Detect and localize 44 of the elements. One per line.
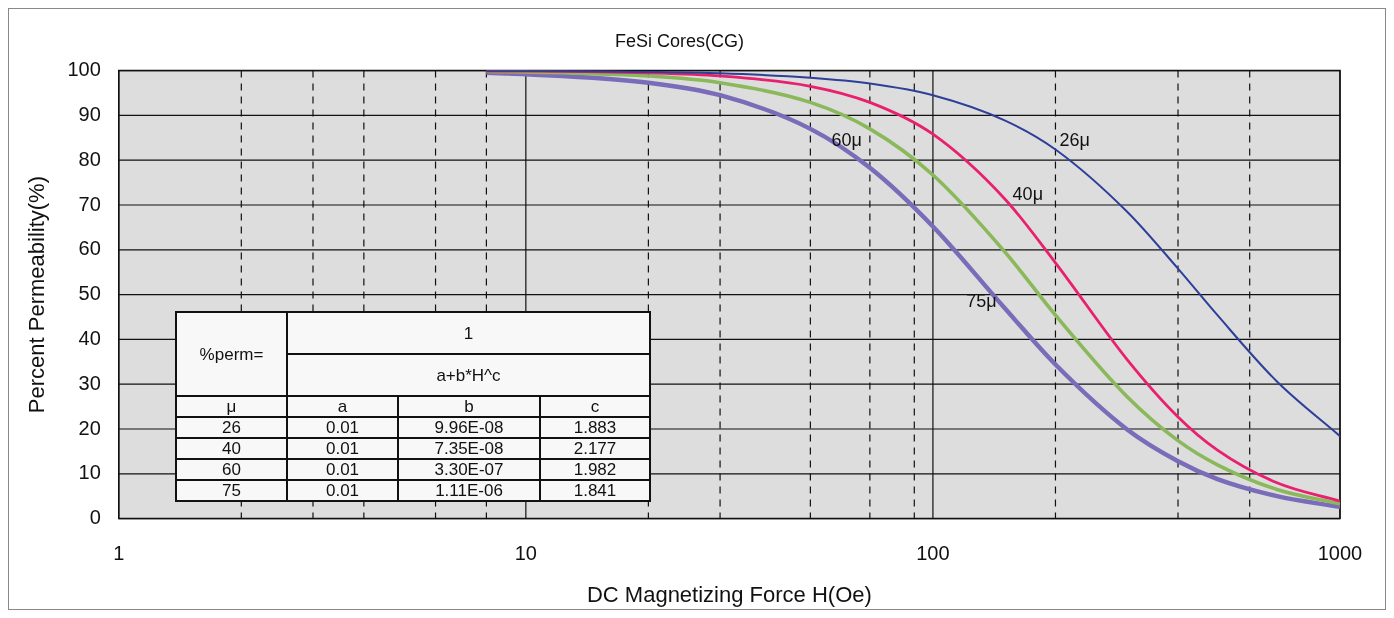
- annotation: a: [287, 396, 398, 417]
- y-tick-label: 80: [78, 147, 101, 170]
- annotation: a+b*H^c: [287, 354, 650, 396]
- y-tick-label: 0: [89, 506, 101, 529]
- x-tick-label: 10: [514, 542, 537, 565]
- annotation: 0.01: [287, 417, 398, 438]
- annotation: 60: [176, 459, 287, 480]
- y-tick-label: 60: [78, 237, 101, 260]
- y-tick-label: 20: [78, 416, 101, 439]
- y-tick-label: 40: [78, 326, 101, 349]
- annotation: 0.01: [287, 438, 398, 459]
- y-tick-label: 10: [78, 461, 101, 484]
- y-tick-label: 70: [78, 192, 101, 215]
- annotation: c: [540, 396, 650, 417]
- annotation: 75: [176, 480, 287, 501]
- annotation: 1: [287, 312, 650, 354]
- chart-title: FeSi Cores(CG): [614, 30, 745, 51]
- x-tick-label: 100: [916, 542, 950, 565]
- y-tick-label: 100: [67, 58, 101, 81]
- y-tick-label: 90: [78, 102, 101, 125]
- series-label: 60μ: [831, 129, 862, 150]
- annotation: 1.841: [540, 480, 650, 501]
- y-tick-label: 50: [78, 282, 101, 305]
- annotation: %perm=: [176, 312, 287, 396]
- annotation: 9.96E-08: [398, 417, 540, 438]
- annotation: 3.30E-07: [398, 459, 540, 480]
- series-label: 26μ: [1059, 130, 1090, 151]
- annotation: 26: [176, 417, 287, 438]
- y-axis-title: Percent Permeability(%): [24, 176, 50, 414]
- annotation: 1.982: [540, 459, 650, 480]
- annotation: 7.35E-08: [398, 438, 540, 459]
- annotation: μ: [176, 396, 287, 417]
- annotation: 1.883: [540, 417, 650, 438]
- annotation: 0.01: [287, 480, 398, 501]
- x-tick-label: 1: [113, 542, 125, 565]
- y-tick-label: 30: [78, 371, 101, 394]
- annotation: b: [398, 396, 540, 417]
- x-tick-label: 1000: [1317, 542, 1363, 565]
- annotation: 1.11E-06: [398, 480, 540, 501]
- x-axis-title: DC Magnetizing Force H(Oe): [586, 581, 872, 607]
- series-label: 40μ: [1012, 183, 1044, 204]
- annotation: 0.01: [287, 459, 398, 480]
- annotation: 40: [176, 438, 287, 459]
- annotation: 2.177: [540, 438, 650, 459]
